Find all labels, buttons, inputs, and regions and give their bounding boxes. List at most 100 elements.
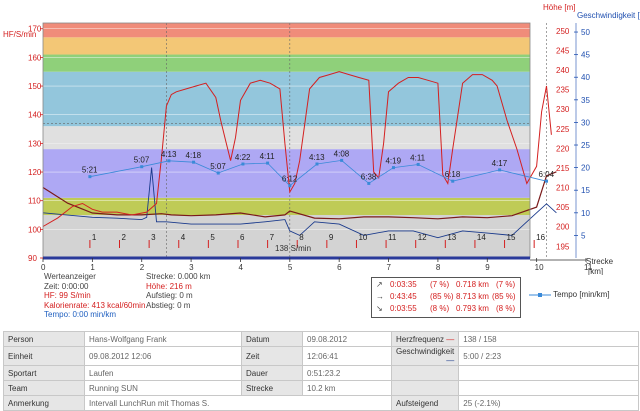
hr-annotation: 138 S/min [275, 244, 311, 253]
tempo-point [266, 161, 270, 165]
y-left-tick-label: 130 [28, 139, 42, 148]
hf-legend-icon: — [446, 334, 455, 344]
x-tick-label: 8 [436, 263, 441, 272]
y-right-hoehe-tick-label: 215 [556, 164, 570, 173]
tempo-label: 4:22 [235, 153, 251, 162]
y-right-hoehe-tick-label: 245 [556, 46, 570, 55]
y-right-speed-tick-label: 30 [581, 118, 590, 127]
hr-zones [43, 23, 530, 258]
info-tempo: Tempo: 0:00 min/km [44, 310, 117, 320]
y-right-hoehe-tick-label: 210 [556, 184, 570, 193]
tempo-point [545, 179, 549, 183]
lap-number: 6 [240, 233, 245, 242]
lap-number: 12 [418, 233, 427, 242]
hr-zone-band [43, 197, 530, 216]
y-right-hoehe-tick-label: 250 [556, 27, 570, 36]
info-title: Werteanzeiger [44, 272, 96, 281]
tempo-label: 6:12 [282, 175, 298, 184]
table-label: Team [3, 380, 85, 396]
y-right-speed-tick-label: 40 [581, 73, 590, 82]
lap-summary-down: ↘ 0:03:55 (8 %) 0.793 km (8 %) [372, 304, 520, 316]
series-tempo-line [89, 159, 547, 187]
tempo-label: 6:04 [539, 170, 555, 179]
x-tick-label: 4 [238, 263, 243, 272]
table-label: Person [3, 331, 85, 347]
table-label: Anmerkung [3, 395, 85, 411]
lap-number: 11 [388, 233, 397, 242]
lap-number: 13 [447, 233, 456, 242]
hr-zone-band [43, 71, 530, 127]
info-hf: HF: 99 S/min [44, 291, 91, 301]
lap-number: 5 [210, 233, 215, 242]
y-left-tick-label: 120 [28, 168, 42, 177]
tempo-point [367, 181, 371, 185]
lap-pct: (7 %) [496, 280, 516, 289]
y-left-tick-label: 90 [28, 254, 37, 263]
lap-summary-box: ↗ 0:03:35 (7 %) 0.718 km (7 %) → 0:43:45… [371, 277, 521, 318]
lap-dist: 8.713 km [456, 292, 489, 301]
table-value [458, 365, 639, 381]
table-label: Geschwindigkeit — [390, 346, 460, 366]
table-row: Einheit 09.08.2012 12:06 Zeit 12:06:41 G… [3, 346, 639, 366]
y-right-speed-label: Geschwindigkeit [k [577, 11, 640, 20]
tempo-label: 5:07 [210, 162, 226, 171]
tempo-point [241, 162, 245, 166]
table-label: Aufsteigend [390, 395, 460, 411]
tempo-label: 6:18 [445, 170, 461, 179]
lap-number: 8 [299, 233, 304, 242]
table-value: 10.2 km [302, 380, 392, 396]
table-value: Laufen [84, 365, 242, 381]
legend-tempo: Tempo [min/km] [529, 290, 610, 299]
tempo-point [340, 158, 344, 162]
y-right-hoehe-tick-label: 225 [556, 125, 570, 134]
tempo-point [498, 168, 502, 172]
table-value: 12:06:41 [302, 346, 392, 366]
lap-number: 9 [329, 233, 334, 242]
tempo-label: 6:38 [361, 172, 377, 181]
tempo-point [192, 160, 196, 164]
x-tick-label: 10 [535, 263, 544, 272]
x-tick-label: 1 [90, 263, 95, 272]
tempo-point [140, 165, 144, 169]
speed-legend-icon: — [446, 356, 455, 365]
info-abstieg: Abstieg: 0 m [146, 300, 191, 310]
hr-zone-band [43, 23, 530, 38]
arrow-up-icon: ↗ [376, 280, 383, 289]
info-aufstieg: Aufstieg: 0 m [146, 291, 193, 301]
x-tick-label: 11 [584, 263, 593, 272]
lap-pct: (8 %) [430, 304, 450, 313]
table-row: Anmerkung Intervall LunchRun mit Thomas … [3, 395, 639, 411]
table-value: Hans-Wolfgang Frank [84, 331, 242, 347]
lap-number: 7 [270, 233, 275, 242]
table-row: Person Hans-Wolfgang Frank Datum 09.08.2… [3, 331, 639, 347]
axes: 0 1 2 3 4 5 6 7 8 9 10 1190100110120130140150160170… [28, 22, 593, 272]
y-right-hoehe-tick-label: 240 [556, 66, 570, 75]
value-display-2: Strecke: 0.000 km Höhe: 216 m Aufstieg: … [146, 272, 256, 310]
y-right-hoehe-tick-label: 195 [556, 242, 570, 251]
tempo-point [167, 159, 171, 163]
info-kalorien: Kalorienrate: 413 kcal/60min [44, 300, 146, 310]
table-value: Intervall LunchRun mit Thomas S. [84, 395, 392, 411]
x-tick-label: 2 [140, 263, 145, 272]
lap-number: 16 [536, 233, 545, 242]
table-label: Dauer [241, 365, 303, 381]
x-tick-label: 5 [288, 263, 293, 272]
y-right-hoehe-tick-label: 200 [556, 223, 570, 232]
lap-number: 3 [151, 233, 156, 242]
hf-label: Herzfrequenz [396, 334, 445, 344]
y-left-tick-label: 160 [28, 53, 42, 62]
series-speed-line [42, 167, 557, 239]
y-left-tick-label: 170 [28, 25, 42, 34]
value-display: Werteanzeiger Zeit: 0:00:00 HF: 99 S/min… [44, 272, 234, 320]
arrow-right-icon: → [376, 292, 384, 301]
lap-pct: (85 %) [430, 292, 454, 301]
lap-pct: (85 %) [492, 292, 516, 301]
series-layer: 5:21 5:07 4:13 4:18 5:07 4:22 4:11 6:12 4:13 4:08… [42, 71, 557, 239]
x-tick-label: 9 [485, 263, 490, 272]
tempo-label: 4:11 [260, 152, 276, 161]
x-tick-label: 6 [337, 263, 342, 272]
info-strecke: Strecke: 0.000 km [146, 272, 211, 281]
tempo-point [451, 179, 455, 183]
lap-dist: 0.793 km [456, 304, 489, 313]
y-right-speed-tick-label: 15 [581, 186, 590, 195]
